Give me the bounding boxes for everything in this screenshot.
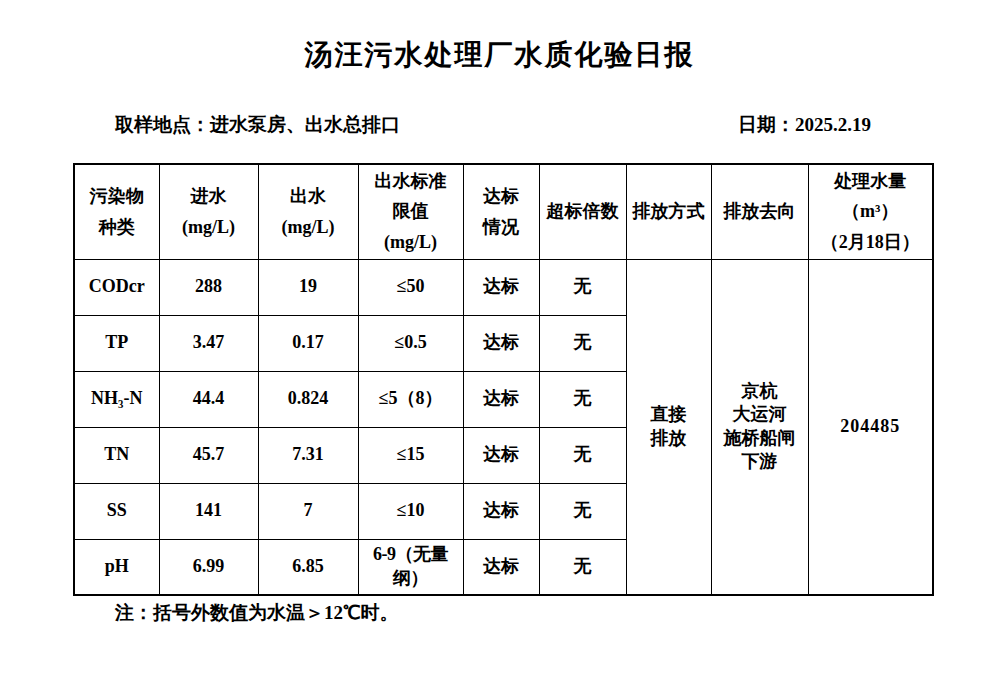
col-header-exceed: 超标倍数 [539,164,626,259]
status-value: 达标 [463,371,539,427]
col-header-discharge-mode: 排放方式 [626,164,711,259]
table-row-codcr: CODcr 288 19 ≤50 达标 无 直接 排放 京杭 大运河 施桥船闸 … [74,259,933,315]
treated-volume-cell: 204485 [808,259,933,595]
exceed-value: 无 [539,427,626,483]
outflow-value: 6.85 [258,539,358,595]
discharge-destination-cell: 京杭 大运河 施桥船闸 下游 [711,259,808,595]
limit-value: 6-9（无量纲） [358,539,463,595]
col-header-status: 达标 情况 [463,164,539,259]
exceed-value: 无 [539,315,626,371]
exceed-value: 无 [539,539,626,595]
col-header-pollutant: 污染物 种类 [74,164,159,259]
pollutant-name: TP [74,315,159,371]
inflow-value: 3.47 [159,315,258,371]
status-value: 达标 [463,315,539,371]
status-value: 达标 [463,483,539,539]
exceed-value: 无 [539,259,626,315]
outflow-value: 0.17 [258,315,358,371]
pollutant-name: pH [74,539,159,595]
limit-value: ≤15 [358,427,463,483]
limit-value: ≤10 [358,483,463,539]
limit-value: ≤5（8） [358,371,463,427]
page-title: 汤汪污水处理厂水质化验日报 [0,36,999,74]
footnote: 注：括号外数值为水温＞12℃时。 [115,600,399,626]
inflow-value: 141 [159,483,258,539]
sampling-location: 取样地点：进水泵房、出水总排口 [115,112,400,138]
limit-value: ≤50 [358,259,463,315]
pollutant-name: SS [74,483,159,539]
exceed-value: 无 [539,371,626,427]
outflow-value: 19 [258,259,358,315]
pollutant-name: CODcr [74,259,159,315]
exceed-value: 无 [539,483,626,539]
col-header-inflow: 进水 (mg/L) [159,164,258,259]
report-page: 汤汪污水处理厂水质化验日报 取样地点：进水泵房、出水总排口 日期：2025.2.… [0,0,999,678]
col-header-outflow: 出水 (mg/L) [258,164,358,259]
header-row: 污染物 种类 进水 (mg/L) 出水 (mg/L) 出水标准 限值 (mg/L… [74,164,933,259]
col-header-discharge-destination: 排放去向 [711,164,808,259]
report-date: 日期：2025.2.19 [738,112,871,138]
col-header-limit: 出水标准 限值 (mg/L) [358,164,463,259]
outflow-value: 7.31 [258,427,358,483]
discharge-mode-cell: 直接 排放 [626,259,711,595]
pollutant-name: NH₃-N [74,371,159,427]
inflow-value: 44.4 [159,371,258,427]
col-header-treated-volume: 处理水量 （m³） （2月18日） [808,164,933,259]
inflow-value: 6.99 [159,539,258,595]
outflow-value: 0.824 [258,371,358,427]
status-value: 达标 [463,427,539,483]
limit-value: ≤0.5 [358,315,463,371]
status-value: 达标 [463,539,539,595]
inflow-value: 288 [159,259,258,315]
pollutant-name: TN [74,427,159,483]
outflow-value: 7 [258,483,358,539]
inflow-value: 45.7 [159,427,258,483]
status-value: 达标 [463,259,539,315]
water-quality-table: 污染物 种类 进水 (mg/L) 出水 (mg/L) 出水标准 限值 (mg/L… [73,163,934,596]
